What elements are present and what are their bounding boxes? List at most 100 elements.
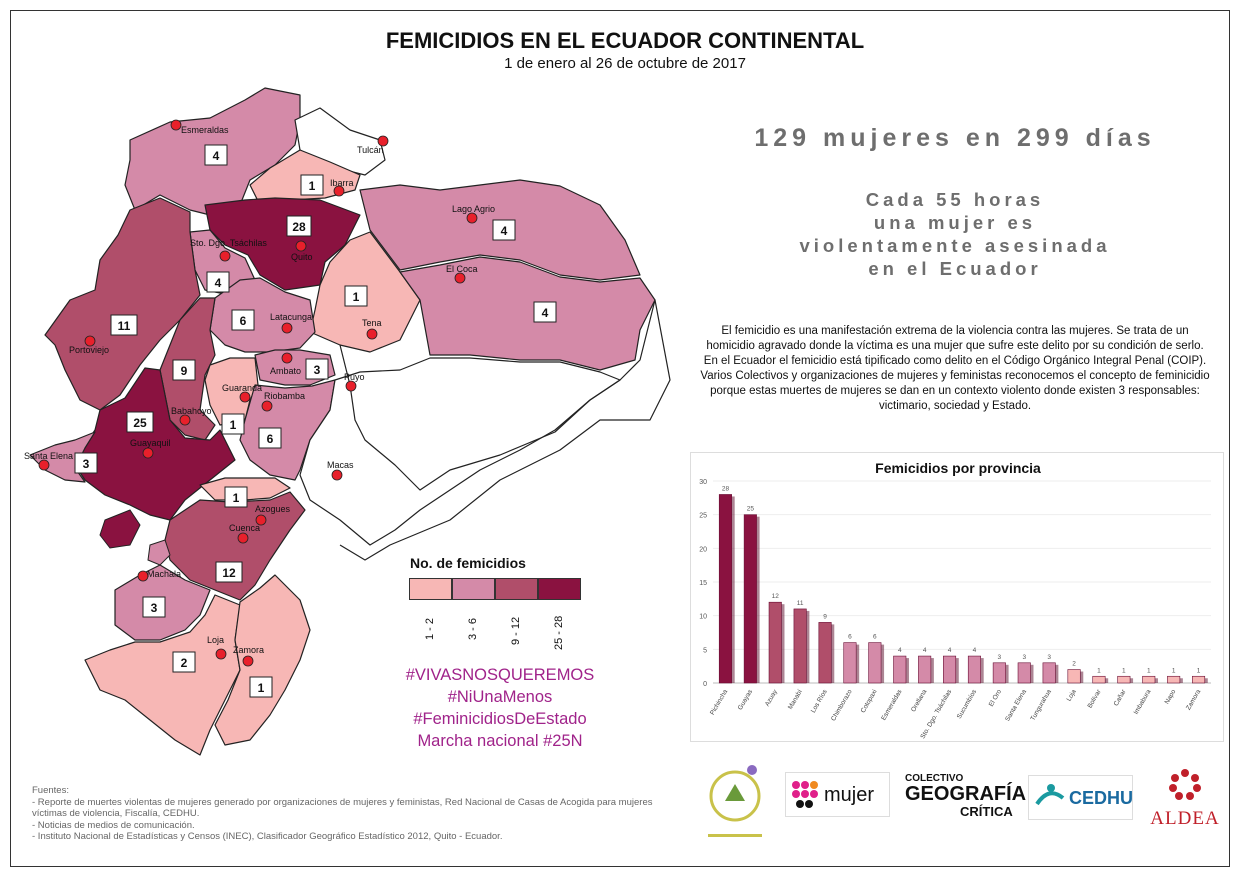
city-label: Guayaquil	[130, 438, 171, 448]
count-box-guayas: 25	[126, 411, 154, 433]
count-box-el-oro: 3	[142, 596, 166, 618]
sources-heading: Fuentes:	[32, 785, 69, 796]
source-item: - Reporte de muertes violentas de mujere…	[32, 796, 653, 820]
count-box-santo-domingo: 4	[206, 271, 230, 293]
bar-side	[831, 624, 835, 683]
bar-side	[1105, 678, 1109, 683]
bar	[793, 608, 807, 684]
bar-side	[1080, 671, 1084, 683]
city-marker	[454, 272, 466, 284]
x-tick-label: Sucumbíos	[956, 688, 979, 720]
x-tick-label: Esmeraldas	[880, 688, 904, 722]
city-marker	[377, 135, 389, 147]
count-box-canar: 1	[224, 486, 248, 508]
svg-text:4: 4	[501, 224, 508, 238]
x-tick-label: Chimborazo	[830, 688, 854, 722]
tagline-line: una mujer es	[873, 212, 1037, 233]
y-tick-label: 30	[699, 479, 707, 486]
bar	[943, 655, 957, 684]
bar	[843, 642, 857, 684]
bar	[1117, 675, 1131, 684]
city-label: Azogues	[255, 504, 291, 514]
count-box-azuay: 12	[215, 561, 243, 583]
bar-value-label: 3	[1022, 654, 1026, 661]
page-subtitle: 1 de enero al 26 de octubre de 2017	[504, 55, 746, 72]
bar-side	[1030, 664, 1034, 683]
hashtag: #VIVASNOSQUEREMOS	[405, 666, 595, 684]
x-tick-label: Cañar	[1113, 688, 1128, 708]
legend-swatch-3	[495, 578, 538, 600]
svg-text:9: 9	[181, 364, 188, 378]
page-frame	[10, 10, 1230, 867]
bar-side	[781, 604, 785, 683]
city-marker	[237, 532, 249, 544]
bar	[868, 642, 882, 684]
svg-text:4: 4	[542, 306, 549, 320]
city-marker	[331, 469, 343, 481]
source-item: - Noticias de medios de comunicación.	[32, 819, 195, 831]
x-tick-label: Loja	[1066, 688, 1078, 702]
ecuador-map: Esmeraldas Tulcán Ibarra Quito Lago Agri…	[24, 87, 671, 756]
city-marker	[242, 655, 254, 667]
province-manabi	[44, 197, 201, 411]
province-pichincha	[204, 197, 361, 291]
province-zamora	[214, 574, 311, 746]
x-tick-label: Napo	[1164, 688, 1178, 705]
bar	[1067, 669, 1081, 684]
source-item: - Instituto Nacional de Estadísticas y C…	[32, 831, 503, 842]
red-casas-logo-icon	[708, 765, 762, 837]
city-marker	[137, 570, 149, 582]
bar-value-label: 4	[973, 647, 977, 654]
bar-side	[930, 658, 934, 683]
count-box-santa-elena: 3	[74, 452, 98, 474]
bar-value-label: 11	[797, 600, 804, 607]
legend-swatch-4	[538, 578, 581, 600]
logo-critica: CRÍTICA	[960, 804, 1013, 819]
bar	[1167, 675, 1181, 684]
bar-side	[1204, 678, 1208, 683]
bar-value-label: 4	[948, 647, 952, 654]
count-box-tungurahua: 3	[305, 358, 329, 380]
logo-colectivo: COLECTIVO	[905, 773, 964, 784]
city-label: Tulcán	[357, 145, 384, 155]
bar-chart: Femicidios por provincia 0 5 10 15 20 25 30 28 Pi…	[699, 460, 1211, 740]
bar	[818, 622, 832, 684]
x-tick-label: Tungurahua	[1029, 688, 1053, 722]
city-marker	[170, 119, 182, 131]
city-marker	[466, 212, 478, 224]
bar-side	[1154, 678, 1158, 683]
bar-value-label: 3	[1047, 654, 1051, 661]
svg-text:28: 28	[292, 220, 306, 234]
svg-text:1: 1	[309, 179, 316, 193]
bar-value-label: 28	[722, 485, 730, 492]
svg-text:1: 1	[258, 681, 265, 695]
y-tick-label: 15	[699, 580, 707, 587]
city-marker	[255, 514, 267, 526]
city-label: El Coca	[446, 264, 478, 274]
legend-label-2: 3 - 6	[467, 617, 479, 640]
bar	[1017, 662, 1031, 684]
svg-text:mujer: mujer	[824, 784, 874, 806]
bar-side	[856, 644, 860, 683]
bar-side	[731, 496, 735, 683]
city-label: Zamora	[233, 645, 264, 655]
count-box-manabi: 11	[110, 314, 138, 336]
city-label: Ibarra	[330, 178, 354, 188]
bar	[967, 655, 981, 684]
logo-geografia: GEOGRAFÍA	[905, 783, 1027, 805]
island-small	[147, 539, 171, 566]
city-marker	[142, 447, 154, 459]
y-tick-label: 25	[699, 513, 707, 520]
city-marker	[219, 250, 231, 262]
city-label: Sto. Dgo. Tsáchilas	[190, 238, 267, 248]
x-tick-label: Los Ríos	[810, 688, 829, 714]
city-marker	[215, 648, 227, 660]
bar-value-label: 1	[1197, 667, 1201, 674]
city-label: Puyo	[344, 372, 365, 382]
bar-side	[1005, 664, 1009, 683]
island-puna	[99, 509, 141, 549]
count-box-chimborazo: 6	[258, 427, 282, 449]
count-box-napo: 1	[344, 285, 368, 307]
city-label: Quito	[291, 252, 313, 262]
x-tick-label: Bolívar	[1087, 688, 1104, 710]
